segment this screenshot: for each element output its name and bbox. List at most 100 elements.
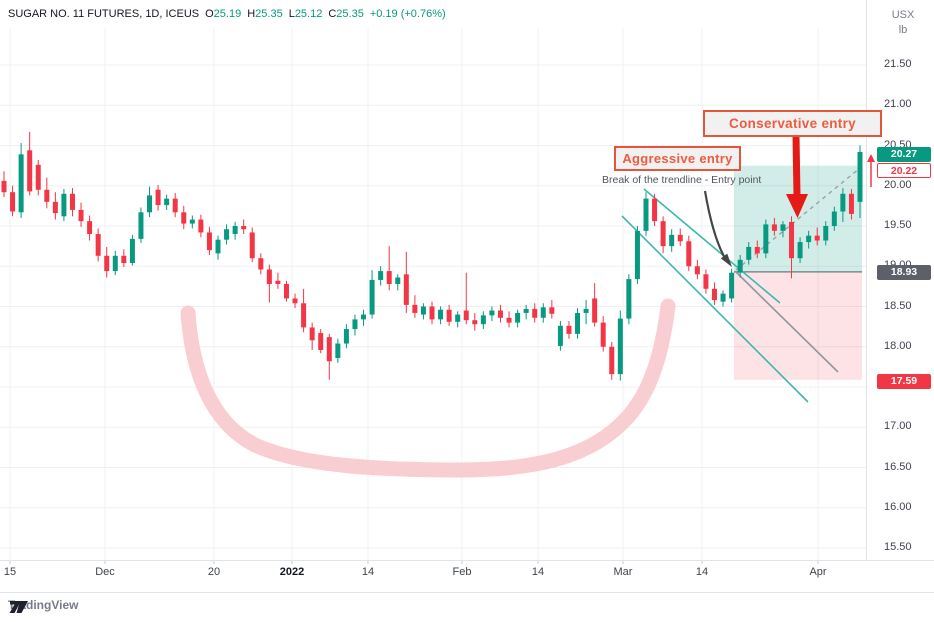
candle: [669, 234, 675, 247]
price-tick-label: 18.00: [884, 339, 912, 352]
time-tick-label: 20: [207, 566, 221, 578]
ohlc-close: C25.35: [328, 8, 364, 20]
cup-outline-drawing[interactable]: [180, 298, 676, 478]
candle: [600, 322, 606, 347]
candle: [643, 198, 649, 231]
price-tick-label: 17.00: [884, 420, 912, 433]
candle: [78, 209, 84, 222]
candle: [515, 312, 521, 323]
annotation-arrows[interactable]: [703, 135, 875, 267]
breakout-arrow[interactable]: [703, 190, 727, 261]
price-tick-label: 20.00: [884, 178, 912, 191]
candle: [523, 308, 529, 313]
candle: [463, 310, 469, 321]
price-tick-label: 16.50: [884, 460, 912, 473]
trendline-lower[interactable]: [621, 215, 809, 403]
candle: [87, 221, 93, 235]
symbol-header: SUGAR NO. 11 FUTURES, 1D, ICEUS O25.19 H…: [8, 8, 446, 20]
candle: [395, 277, 401, 284]
trendline-upper[interactable]: [643, 188, 781, 304]
candle: [309, 327, 315, 341]
candle: [104, 255, 110, 272]
candle: [69, 193, 75, 210]
candle: [652, 198, 658, 222]
time-tick-label: Dec: [95, 566, 115, 578]
alert-price-badge: 20.22: [877, 163, 931, 178]
candle: [506, 317, 512, 323]
ohlc-high: H25.35: [247, 8, 283, 20]
candle: [138, 212, 144, 239]
stop-price-badge: 17.59: [877, 374, 931, 389]
candle: [617, 318, 623, 375]
candle: [1, 180, 7, 193]
candle: [763, 224, 769, 254]
time-tick-label: 14: [531, 566, 545, 578]
candle: [797, 242, 803, 259]
aggressive-entry-callout[interactable]: Aggressive entry: [614, 146, 741, 171]
breakout-arrow-head[interactable]: [720, 253, 732, 267]
candle: [369, 279, 375, 315]
candle: [746, 246, 752, 260]
candle: [232, 226, 238, 235]
time-tick-label: 14: [361, 566, 375, 578]
candle: [472, 320, 478, 325]
candle: [326, 337, 332, 362]
candle: [497, 310, 503, 318]
candle: [540, 307, 546, 318]
time-tick-label: 2022: [279, 566, 305, 578]
candle: [737, 259, 743, 273]
change-value: +0.19 (+0.76%): [369, 8, 446, 20]
candle: [403, 274, 409, 305]
ohlc-open: O25.19: [205, 8, 242, 20]
candle: [446, 309, 452, 322]
conservative-entry-callout[interactable]: Conservative entry: [703, 110, 882, 137]
candle: [412, 304, 418, 313]
candle: [771, 224, 777, 231]
candle: [352, 319, 358, 330]
candle: [634, 230, 640, 280]
candle: [660, 221, 666, 247]
candle: [35, 164, 41, 190]
candlesticks: [1, 131, 863, 381]
candle: [814, 235, 820, 241]
candle: [181, 212, 187, 224]
candle: [694, 266, 700, 275]
conservative-entry-arrow[interactable]: [792, 135, 801, 197]
candle: [164, 198, 170, 206]
candle: [711, 288, 717, 301]
price-alert-arrow-head-icon: [867, 154, 875, 162]
axis-unit-label: USX lb: [891, 9, 915, 36]
candle: [198, 219, 204, 233]
candle: [275, 280, 281, 284]
candle: [189, 219, 195, 224]
price-tick-label: 19.50: [884, 219, 912, 231]
symbol-title: SUGAR NO. 11 FUTURES, 1D, ICEUS: [8, 8, 200, 20]
candle: [489, 310, 495, 316]
candle: [626, 279, 632, 319]
candle: [258, 258, 264, 270]
footer: TradingView: [8, 598, 78, 613]
candle: [703, 274, 709, 289]
candle: [806, 235, 812, 243]
candle: [129, 238, 135, 264]
trendlines[interactable]: [621, 188, 839, 403]
candle: [52, 201, 58, 214]
conservative-entry-arrow-head[interactable]: [786, 194, 808, 218]
candle: [112, 255, 118, 272]
cup-outline-drawing[interactable]: [180, 298, 676, 478]
trendline-projection[interactable]: [735, 271, 839, 373]
candle: [44, 189, 50, 202]
candle: [823, 226, 829, 241]
candle: [720, 293, 726, 302]
price-tick-label: 21.50: [884, 58, 912, 70]
candle: [831, 211, 837, 226]
candle: [224, 229, 230, 240]
candle: [241, 226, 247, 230]
time-tick-label: 15: [3, 566, 17, 578]
candle: [677, 234, 683, 242]
trendline-break-note[interactable]: Break of the trendline - Entry point: [602, 174, 762, 186]
candle: [857, 151, 863, 202]
candle: [27, 150, 33, 192]
time-tick-label: Apr: [809, 566, 827, 578]
price-tick-label: 16.00: [884, 500, 912, 513]
